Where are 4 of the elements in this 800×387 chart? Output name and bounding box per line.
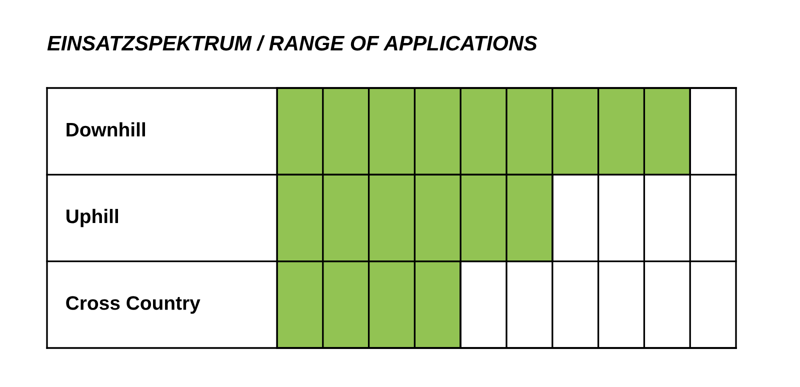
y-tick-label: Cross Country: [66, 296, 200, 314]
y-tick-label: Uphill: [66, 208, 118, 228]
chart-title: EINSATZSPEKTRUM / RANGE OF APPLICATIONS: [47, 35, 538, 51]
y-tick-label: Downhill: [66, 122, 145, 137]
